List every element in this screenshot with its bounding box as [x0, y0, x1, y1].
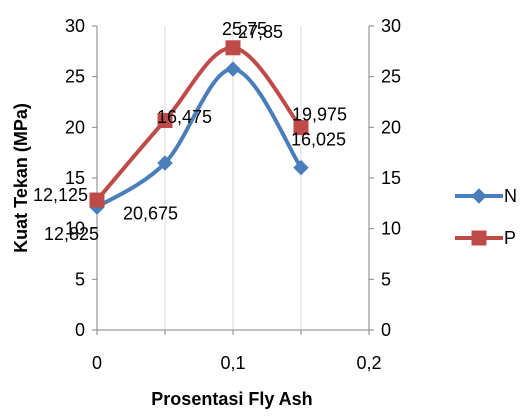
series-P-data-label: 19,975	[292, 105, 347, 125]
series-P-point	[157, 112, 173, 128]
y-tick-label: 30	[65, 16, 85, 36]
y-tick-label: 15	[65, 168, 85, 188]
y2-tick-label: 5	[381, 269, 391, 289]
series-P-point	[225, 40, 241, 56]
series-P-point	[89, 192, 105, 208]
series-N-data-label: 16,025	[291, 130, 346, 150]
y-axis-title: Kuat Tekan (MPa)	[11, 103, 31, 253]
series-N-data-label: 16,475	[157, 107, 212, 127]
legend: NP	[455, 186, 517, 248]
y-tick-label: 20	[65, 117, 85, 137]
series-N-point	[293, 159, 309, 176]
y2-tick-label: 15	[381, 168, 401, 188]
y-tick-label: 25	[65, 67, 85, 87]
y2-tick-label: 10	[381, 219, 401, 239]
x-tick-label: 0	[92, 353, 102, 373]
series-N-data-label: 12,125	[33, 185, 88, 205]
y-tick-label: 10	[65, 219, 85, 239]
y-tick-label: 0	[75, 320, 85, 340]
y2-tick-label: 25	[381, 67, 401, 87]
series-P-line	[95, 45, 303, 202]
y2-tick-label: 20	[381, 117, 401, 137]
series-P-data-label: 27,85	[238, 22, 283, 42]
series-N-point	[225, 61, 241, 77]
x-tick-label: 0,1	[220, 353, 245, 373]
y2-tick-label: 30	[381, 16, 401, 36]
y-tick-label: 5	[75, 269, 85, 289]
ticks-layer: 0 5 10 15 20 25 30 0 5 10 15 20 25 30 0 0,1 0,2	[65, 16, 401, 373]
series-layer	[89, 40, 309, 215]
legend-P-label: P	[504, 228, 516, 248]
axes-layer	[92, 25, 374, 335]
y2-tick-label: 0	[381, 320, 391, 340]
series-N-point	[157, 155, 173, 171]
series-N-data-label: 25,75	[222, 19, 267, 39]
x-axis-title: Prosentasi Fly Ash	[151, 389, 312, 409]
series-P-data-label: 12,825	[44, 224, 99, 244]
series-P-data-label: 20,675	[123, 203, 178, 223]
data-labels-layer: 12,125 16,475 25,75 16,025 12,825 20,675 27,85…	[33, 19, 347, 244]
series-P-point	[293, 120, 309, 136]
legend-N-marker	[471, 188, 487, 204]
series-N-line	[95, 67, 303, 209]
legend-N-label: N	[504, 186, 517, 206]
x-tick-label: 0,2	[356, 353, 381, 373]
legend-P-marker	[471, 230, 487, 246]
